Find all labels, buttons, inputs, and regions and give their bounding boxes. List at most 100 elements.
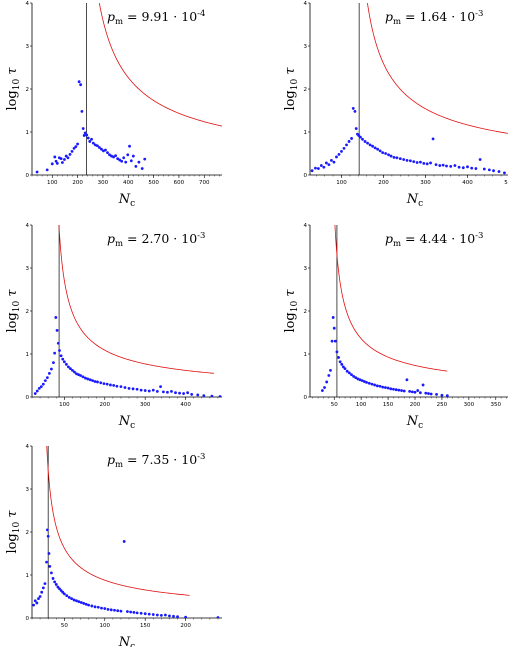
data-point [402, 158, 406, 161]
data-point [186, 391, 190, 395]
data-point [478, 158, 482, 161]
data-point [335, 155, 338, 159]
data-point [457, 165, 461, 169]
data-point [168, 614, 171, 618]
data-point [115, 384, 119, 388]
data-point [64, 154, 68, 158]
fit-curve [46, 446, 190, 596]
data-point [461, 166, 465, 170]
data-point [103, 607, 107, 610]
data-point [80, 109, 84, 113]
data-point [64, 362, 68, 366]
x-tick-label: 200 [378, 180, 389, 186]
data-point [332, 326, 336, 330]
y-axis-label: log10 τ [5, 67, 22, 111]
data-point [151, 613, 155, 616]
x-tick-label: 100 [336, 180, 347, 186]
data-point [373, 146, 377, 150]
x-tick-label: 600 [174, 180, 185, 186]
data-point [37, 387, 41, 390]
data-point [492, 169, 495, 173]
x-tick-label: 300 [420, 180, 431, 186]
annotation-pm: pm = 2.70 · 10-3 [107, 231, 205, 249]
data-point [88, 140, 92, 143]
data-point [366, 141, 369, 145]
data-point [139, 388, 143, 392]
data-point [50, 162, 54, 166]
data-point [337, 356, 340, 359]
data-point [384, 152, 387, 155]
data-point [375, 384, 379, 388]
data-point [59, 354, 63, 358]
data-point [435, 393, 438, 396]
data-point [47, 552, 51, 555]
fit-curve [58, 225, 214, 374]
x-tick-label: 200 [100, 402, 111, 408]
data-point [323, 386, 326, 389]
chart-panel-1: 0 1 2 3 4 100 200 300 400 500 600 700 pm = 9.91 · 10… [5, 1, 223, 209]
data-point [112, 155, 115, 159]
data-point [370, 382, 374, 386]
data-point [143, 612, 147, 616]
data-point [322, 165, 326, 169]
data-point [314, 166, 317, 170]
y-tick-label: 3 [26, 44, 30, 50]
data-point [482, 167, 486, 171]
data-point [82, 134, 86, 137]
data-point [174, 391, 177, 395]
data-point [378, 384, 382, 388]
data-point [39, 385, 43, 389]
data-point [83, 131, 87, 135]
data-point [108, 153, 111, 157]
data-point [170, 390, 173, 393]
plot-area [310, 3, 508, 175]
y-tick-label: 2 [26, 87, 30, 93]
data-point [109, 383, 112, 387]
data-point [317, 167, 320, 170]
data-point [66, 156, 70, 160]
data-point [76, 142, 79, 146]
data-point [190, 393, 194, 396]
data-point [119, 385, 123, 389]
data-point [345, 143, 348, 147]
data-point [327, 374, 331, 377]
data-point [324, 161, 328, 165]
data-point [45, 528, 49, 532]
data-point [387, 153, 390, 157]
data-point [95, 144, 99, 148]
x-tick-label: 200 [410, 402, 421, 408]
data-point [109, 608, 113, 612]
x-tick-label: 250 [437, 402, 448, 408]
data-point [338, 360, 342, 364]
data-point [45, 376, 49, 380]
y-axis-label: log10 τ [5, 289, 22, 333]
data-point [105, 382, 109, 386]
data-point [389, 387, 393, 391]
plot-area [32, 446, 220, 618]
fit-curve [334, 225, 448, 372]
y-tick-label: 2 [304, 309, 308, 315]
data-point [330, 339, 334, 343]
data-point [381, 151, 385, 155]
data-point [96, 380, 99, 384]
y-tick-label: 3 [26, 487, 30, 493]
data-point [75, 599, 78, 603]
x-tick-label: 200 [72, 180, 83, 186]
chart-panel-2: 0 1 2 3 4 100 200 300 400 500 pm = 1.64 · 10-3 Nc lo… [283, 1, 508, 209]
data-point [470, 166, 474, 170]
data-point [59, 157, 63, 161]
data-point [139, 611, 143, 615]
data-point [210, 394, 214, 397]
y-axis-label: log10 τ [283, 289, 300, 333]
data-point [371, 144, 374, 148]
data-point [415, 161, 419, 164]
y-tick-label: 4 [26, 223, 30, 229]
data-point [79, 601, 83, 604]
data-point [453, 164, 457, 167]
y-tick-label: 1 [304, 352, 308, 358]
data-point [97, 146, 101, 149]
y-tick-label: 3 [26, 266, 30, 272]
data-point [340, 149, 343, 153]
y-tick-label: 2 [304, 87, 308, 93]
data-point [126, 610, 129, 613]
